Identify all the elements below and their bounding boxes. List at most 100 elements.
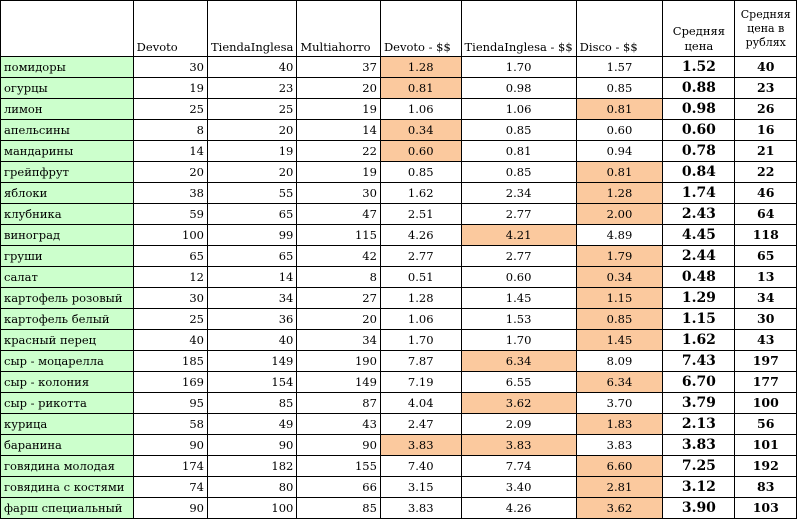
devoto-price-cell: 25 (132, 308, 209, 330)
multiahorro-price-cell: 149 (296, 371, 381, 393)
devoto-price-cell: 95 (132, 392, 209, 414)
tienda-price-cell: 182 (206, 455, 298, 477)
tienda-usd-cell: 1.70 (460, 56, 577, 78)
tienda-price-cell: 149 (206, 350, 298, 372)
devoto-usd-cell: 7.40 (379, 455, 462, 477)
tienda-usd-cell: 1.53 (460, 308, 577, 330)
average-price-cell: 3.79 (662, 392, 736, 414)
product-name-cell: баранина (0, 434, 134, 456)
devoto-usd-cell: 0.85 (379, 161, 462, 183)
devoto-price-cell: 20 (132, 161, 209, 183)
header-multiahorro: Multiahorro (296, 0, 381, 57)
disco-usd-cell: 6.34 (575, 371, 664, 393)
disco-usd-cell: 3.70 (575, 392, 664, 414)
tienda-price-cell: 80 (206, 476, 298, 498)
multiahorro-price-cell: 20 (296, 308, 381, 330)
average-rub-cell: 26 (734, 98, 797, 120)
average-rub-cell: 43 (734, 329, 797, 351)
disco-usd-cell: 1.15 (575, 287, 664, 309)
table-row: сыр - колония 169 154 149 7.19 6.55 6.34 6.70 17… (0, 371, 797, 393)
product-name-cell: груши (0, 245, 134, 267)
product-name-cell: красный перец (0, 329, 134, 351)
average-price-cell: 4.45 (662, 224, 736, 246)
tienda-price-cell: 85 (206, 392, 298, 414)
disco-usd-cell: 2.81 (575, 476, 664, 498)
header-tienda: TiendaInglesa (206, 0, 298, 57)
tienda-price-cell: 19 (206, 140, 298, 162)
multiahorro-price-cell: 30 (296, 182, 381, 204)
devoto-usd-cell: 2.51 (379, 203, 462, 225)
average-rub-cell: 192 (734, 455, 797, 477)
devoto-price-cell: 14 (132, 140, 209, 162)
disco-usd-cell: 3.62 (575, 497, 664, 519)
devoto-usd-cell: 3.83 (379, 434, 462, 456)
average-price-cell: 0.60 (662, 119, 736, 141)
product-name-cell: виноград (0, 224, 134, 246)
devoto-usd-cell: 2.77 (379, 245, 462, 267)
devoto-price-cell: 185 (132, 350, 209, 372)
average-rub-cell: 197 (734, 350, 797, 372)
table-row: сыр - моцарелла 185 149 190 7.87 6.34 8.09 7.43… (0, 350, 797, 372)
disco-usd-cell: 0.60 (575, 119, 664, 141)
tienda-price-cell: 14 (206, 266, 298, 288)
average-rub-cell: 56 (734, 413, 797, 435)
multiahorro-price-cell: 20 (296, 77, 381, 99)
average-price-cell: 7.25 (662, 455, 736, 477)
product-name-cell: лимон (0, 98, 134, 120)
devoto-usd-cell: 2.47 (379, 413, 462, 435)
devoto-usd-cell: 7.19 (379, 371, 462, 393)
devoto-price-cell: 19 (132, 77, 209, 99)
average-rub-cell: 64 (734, 203, 797, 225)
average-rub-cell: 40 (734, 56, 797, 78)
devoto-usd-cell: 4.04 (379, 392, 462, 414)
tienda-price-cell: 90 (206, 434, 298, 456)
average-price-cell: 2.44 (662, 245, 736, 267)
devoto-usd-cell: 4.26 (379, 224, 462, 246)
average-rub-cell: 21 (734, 140, 797, 162)
tienda-usd-cell: 4.21 (460, 224, 577, 246)
disco-usd-cell: 0.85 (575, 77, 664, 99)
devoto-price-cell: 90 (132, 434, 209, 456)
table-row: клубника 59 65 47 2.51 2.77 2.00 2.43 64 (0, 203, 797, 225)
devoto-usd-cell: 1.28 (379, 56, 462, 78)
disco-usd-cell: 4.89 (575, 224, 664, 246)
devoto-usd-cell: 0.51 (379, 266, 462, 288)
tienda-usd-cell: 3.83 (460, 434, 577, 456)
average-rub-cell: 23 (734, 77, 797, 99)
multiahorro-price-cell: 19 (296, 98, 381, 120)
header-average-rub: Средняя цена в рублях (734, 0, 797, 57)
tienda-usd-cell: 2.34 (460, 182, 577, 204)
header-average-price: Средняя цена (662, 0, 736, 57)
product-name-cell: апельсины (0, 119, 134, 141)
product-name-cell: мандарины (0, 140, 134, 162)
average-price-cell: 7.43 (662, 350, 736, 372)
tienda-price-cell: 20 (206, 161, 298, 183)
average-rub-cell: 46 (734, 182, 797, 204)
devoto-usd-cell: 3.15 (379, 476, 462, 498)
table-row: апельсины 8 20 14 0.34 0.85 0.60 0.60 16 (0, 119, 797, 141)
tienda-usd-cell: 3.40 (460, 476, 577, 498)
devoto-usd-cell: 1.06 (379, 98, 462, 120)
product-name-cell: курица (0, 413, 134, 435)
average-rub-cell: 34 (734, 287, 797, 309)
tienda-usd-cell: 7.74 (460, 455, 577, 477)
table-row: картофель белый 25 36 20 1.06 1.53 0.85 1.15 30 (0, 308, 797, 330)
tienda-usd-cell: 2.77 (460, 245, 577, 267)
average-rub-cell: 103 (734, 497, 797, 519)
disco-usd-cell: 6.60 (575, 455, 664, 477)
disco-usd-cell: 3.83 (575, 434, 664, 456)
devoto-usd-cell: 0.60 (379, 140, 462, 162)
table-row: фарш специальный 90 100 85 3.83 4.26 3.62 3.90 1… (0, 497, 797, 519)
disco-usd-cell: 1.83 (575, 413, 664, 435)
devoto-usd-cell: 1.06 (379, 308, 462, 330)
tienda-price-cell: 40 (206, 56, 298, 78)
product-name-cell: грейпфрут (0, 161, 134, 183)
tienda-usd-cell: 3.62 (460, 392, 577, 414)
devoto-price-cell: 38 (132, 182, 209, 204)
average-price-cell: 2.43 (662, 203, 736, 225)
product-name-cell: картофель белый (0, 308, 134, 330)
average-price-cell: 6.70 (662, 371, 736, 393)
average-price-cell: 0.84 (662, 161, 736, 183)
average-price-cell: 0.78 (662, 140, 736, 162)
